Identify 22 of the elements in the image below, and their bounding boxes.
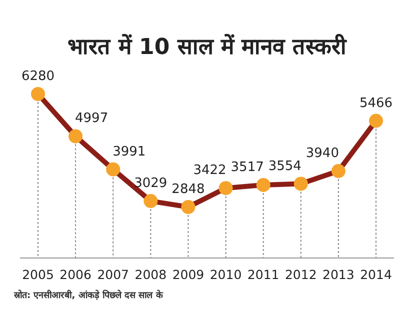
x-tick-label: 2006 [60,267,92,282]
x-tick-label: 2012 [284,267,317,282]
text: स्रोत: एनसीआरबी, आंकड़े पिछले दस साल के [13,289,164,301]
data-label: 6280 [21,69,55,84]
data-label: 2848 [172,182,205,197]
x-tick-label: 2011 [247,267,280,282]
x-tick-label: 2013 [322,267,354,282]
data-label: 3517 [230,160,264,175]
data-label: 3554 [268,158,302,174]
data-label: 4997 [75,111,108,126]
data-label: 3422 [193,163,226,178]
data-label: 3029 [134,176,168,192]
data-label: 5466 [359,96,393,111]
x-tick-label: 2014 [360,267,392,282]
x-tick-label: 2010 [210,267,242,282]
data-label: 3940 [306,146,339,162]
x-tick-label: 2009 [172,267,204,282]
x-tick-label: 2008 [134,267,167,282]
data-label: 3991 [112,144,146,160]
x-tick-label: 2005 [22,267,54,282]
chart-title: भारत में 10 साल में मानव तस्करी [68,33,348,60]
x-tick-label: 2007 [97,267,130,282]
